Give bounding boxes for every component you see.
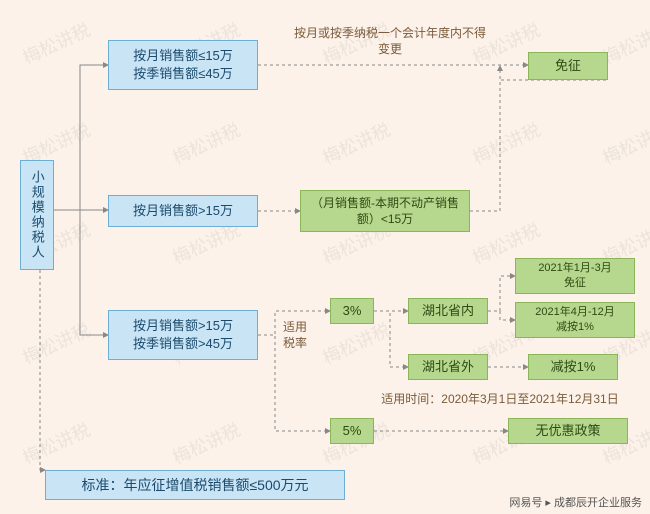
watermark: 梅松讲税	[318, 116, 394, 170]
edge-12	[488, 311, 515, 320]
annotation-a3: 适用时间：2020年3月1日至2021年12月31日	[370, 392, 630, 408]
edge-10	[374, 311, 408, 367]
node-b2: 按月销售额>15万	[108, 195, 258, 227]
watermark: 梅松讲税	[18, 316, 94, 370]
watermark: 梅松讲税	[18, 16, 94, 70]
node-b1: 按月销售额≤15万按季销售额≤45万	[108, 40, 258, 90]
annotation-a2: 适用税率	[278, 320, 312, 351]
edge-6	[470, 66, 500, 211]
node-root: 小规模纳税人	[20, 160, 54, 270]
edge-11	[488, 276, 515, 311]
node-g_none: 无优惠政策	[508, 418, 628, 444]
watermark: 梅松讲税	[598, 116, 650, 170]
watermark: 梅松讲税	[318, 316, 394, 370]
node-g_5pct: 5%	[330, 418, 374, 444]
watermark: 梅松讲税	[18, 416, 94, 470]
edge-0	[54, 65, 108, 210]
annotation-a1: 按月或按季纳税一个会计年度内不得变更	[290, 26, 490, 57]
node-g_3pct: 3%	[330, 298, 374, 324]
edge-5	[470, 80, 608, 211]
watermark: 梅松讲税	[168, 116, 244, 170]
edge-2	[54, 210, 108, 335]
node-g_exempt: 免征	[528, 52, 608, 80]
node-b3: 按月销售额>15万按季销售额>45万	[108, 310, 258, 360]
watermark: 梅松讲税	[168, 416, 244, 470]
node-g_cond: （月销售额-本期不动产销售额）<15万	[300, 190, 470, 232]
footer-credit: 网易号 ▸ 成都辰开企业服务	[509, 494, 642, 510]
node-g_2021b: 2021年4月-12月减按1%	[515, 302, 635, 338]
node-g_2021a: 2021年1月-3月免征	[515, 258, 635, 294]
node-std: 标准：年应征增值税销售额≤500万元	[45, 470, 345, 500]
watermark: 梅松讲税	[468, 116, 544, 170]
node-g_hubei_out: 湖北省外	[408, 354, 488, 380]
node-g_hubei_in: 湖北省内	[408, 298, 488, 324]
node-g_red1: 减按1%	[528, 354, 618, 380]
edge-15	[40, 270, 45, 470]
